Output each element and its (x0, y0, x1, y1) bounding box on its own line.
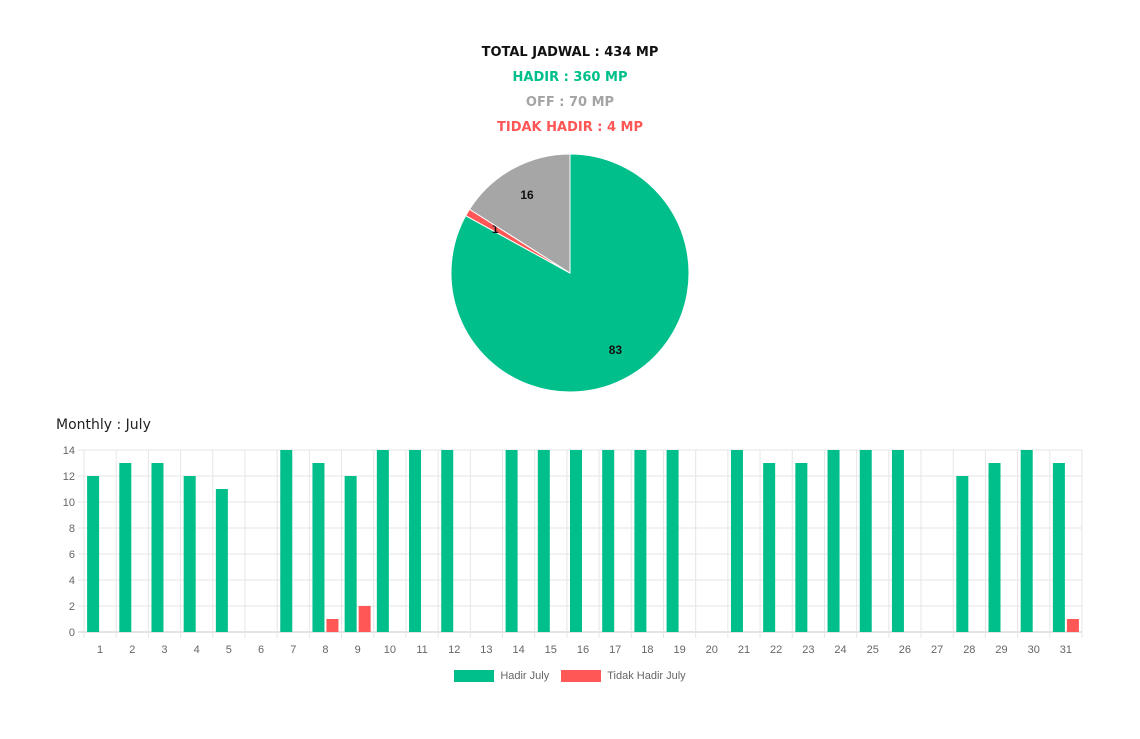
bar-hadir-day-10[interactable] (376, 450, 389, 632)
x-tick-label-19: 19 (673, 644, 685, 656)
bar-hadir-day-31[interactable] (1052, 463, 1065, 632)
bar-hadir-day-14[interactable] (505, 450, 518, 632)
bar-hadir-day-21[interactable] (730, 450, 743, 632)
y-tick-label-6: 12 (63, 471, 75, 483)
bar-hadir-day-7[interactable] (280, 450, 293, 632)
bar-hadir-day-2[interactable] (119, 463, 132, 632)
bar-hadir-day-18[interactable] (634, 450, 647, 632)
x-tick-label-23: 23 (802, 644, 814, 656)
y-tick-label-5: 10 (63, 497, 75, 509)
x-tick-label-17: 17 (609, 644, 621, 656)
bar-chart-legend: Hadir July Tidak Hadir July (0, 670, 1140, 682)
x-tick-label-2: 2 (129, 644, 135, 656)
x-tick-label-7: 7 (290, 644, 296, 656)
legend-label-hadir: Hadir July (500, 670, 550, 682)
x-tick-label-16: 16 (577, 644, 589, 656)
x-tick-label-30: 30 (1028, 644, 1040, 656)
x-tick-label-14: 14 (512, 644, 524, 656)
bar-tidak-hadir-day-31[interactable] (1066, 619, 1079, 632)
monthly-title: Monthly : July (56, 417, 151, 433)
x-tick-label-20: 20 (706, 644, 718, 656)
attendance-pie-chart: 83 1 16 (450, 153, 690, 393)
x-tick-label-4: 4 (194, 644, 200, 656)
y-tick-label-1: 2 (69, 601, 75, 613)
off-count-text: OFF : 70 MP (525, 95, 615, 110)
x-tick-label-10: 10 (384, 644, 396, 656)
bar-hadir-day-9[interactable] (344, 476, 357, 632)
bar-hadir-day-11[interactable] (409, 450, 422, 632)
bar-hadir-day-12[interactable] (441, 450, 454, 632)
bar-hadir-day-30[interactable] (1020, 450, 1033, 632)
x-tick-label-24: 24 (834, 644, 846, 656)
bar-hadir-day-23[interactable] (795, 463, 808, 632)
legend-swatch-tidak-hadir (561, 670, 602, 682)
x-tick-label-5: 5 (226, 644, 232, 656)
x-tick-label-1: 1 (97, 644, 103, 656)
bar-hadir-day-19[interactable] (666, 450, 679, 632)
y-tick-label-4: 8 (69, 523, 75, 535)
pie-slice-label-0: 83 (609, 343, 623, 357)
x-tick-label-3: 3 (161, 644, 167, 656)
pie-slice-label-2: 16 (520, 188, 534, 202)
bar-hadir-day-22[interactable] (763, 463, 776, 632)
bar-hadir-day-16[interactable] (570, 450, 582, 632)
x-tick-label-26: 26 (899, 644, 911, 656)
x-tick-label-8: 8 (322, 644, 328, 656)
bar-hadir-day-17[interactable] (602, 450, 615, 632)
y-tick-label-2: 4 (69, 575, 75, 587)
bar-hadir-day-24[interactable] (827, 450, 840, 632)
legend-item-tidak-hadir[interactable]: Tidak Hadir July (561, 670, 686, 682)
x-tick-label-11: 11 (416, 644, 427, 656)
legend-item-hadir[interactable]: Hadir July (454, 670, 549, 682)
y-tick-label-0: 0 (69, 627, 75, 639)
x-tick-label-6: 6 (258, 644, 264, 656)
x-tick-label-31: 31 (1060, 644, 1072, 656)
bar-hadir-day-8[interactable] (312, 463, 325, 632)
x-tick-label-29: 29 (995, 644, 1007, 656)
bar-hadir-day-3[interactable] (151, 463, 164, 632)
bar-tidak-hadir-day-8[interactable] (326, 619, 339, 632)
bar-hadir-day-28[interactable] (956, 476, 969, 632)
y-tick-label-7: 14 (63, 445, 75, 457)
bar-hadir-day-25[interactable] (859, 450, 872, 632)
x-tick-label-25: 25 (867, 644, 879, 656)
x-tick-label-18: 18 (641, 644, 653, 656)
bar-hadir-day-26[interactable] (891, 450, 904, 632)
summary-block: TOTAL JADWAL : 434 MP HADIR : 360 MP OFF… (0, 40, 1140, 140)
legend-swatch-hadir (454, 670, 495, 682)
x-tick-label-13: 13 (480, 644, 492, 656)
bar-hadir-day-4[interactable] (183, 476, 196, 632)
pie-slice-2[interactable] (468, 153, 571, 274)
x-tick-label-28: 28 (963, 644, 975, 656)
absent-count-text: TIDAK HADIR : 4 MP (496, 120, 644, 135)
x-tick-label-21: 21 (738, 644, 750, 656)
bar-hadir-day-29[interactable] (988, 463, 1001, 632)
bar-hadir-day-15[interactable] (537, 450, 550, 632)
x-tick-label-12: 12 (448, 644, 460, 656)
bar-hadir-day-1[interactable] (87, 476, 100, 632)
bar-hadir-day-5[interactable] (215, 489, 228, 632)
y-tick-label-3: 6 (69, 549, 75, 561)
x-tick-label-27: 27 (931, 644, 943, 656)
bar-tidak-hadir-day-9[interactable] (358, 606, 371, 632)
total-schedule-text: TOTAL JADWAL : 434 MP (481, 45, 659, 60)
present-count-text: HADIR : 360 MP (512, 70, 628, 85)
pie-slice-label-1: 1 (492, 222, 499, 236)
legend-label-tidak-hadir: Tidak Hadir July (607, 670, 686, 682)
x-tick-label-22: 22 (770, 644, 782, 656)
x-tick-label-15: 15 (545, 644, 557, 656)
x-tick-label-9: 9 (355, 644, 361, 656)
